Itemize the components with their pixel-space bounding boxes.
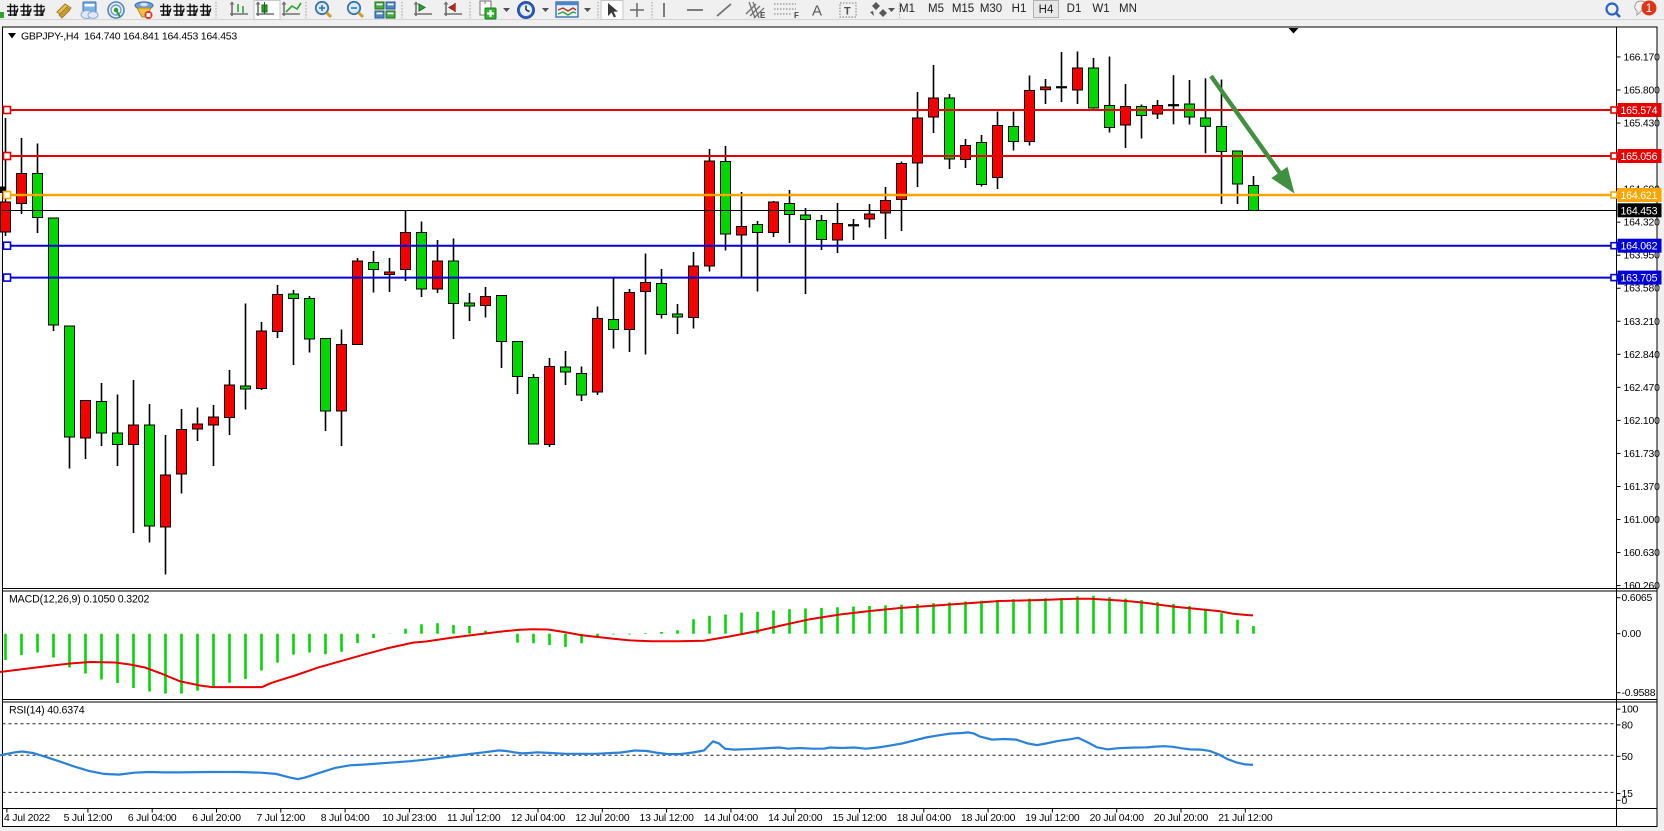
svg-text:163.705: 163.705 [1621,273,1658,285]
svg-text:161.730: 161.730 [1624,449,1661,460]
svg-text:20 Jul 20:00: 20 Jul 20:00 [1154,813,1209,824]
svg-text:0: 0 [1622,796,1628,807]
svg-text:164.621: 164.621 [1621,190,1658,202]
svg-text:14 Jul 04:00: 14 Jul 04:00 [704,813,759,824]
svg-text:GBPJPY-,H4 164.740 164.841 16: GBPJPY-,H4 164.740 164.841 164.453 164.4… [21,31,237,43]
svg-text:163.580: 163.580 [1624,284,1661,295]
svg-text:80: 80 [1622,720,1634,731]
svg-text:15: 15 [1622,789,1634,800]
svg-text:-0.9588: -0.9588 [1622,688,1656,699]
svg-text:161.000: 161.000 [1624,515,1661,526]
svg-text:6 Jul 04:00: 6 Jul 04:00 [128,813,177,824]
svg-text:166.170: 166.170 [1624,52,1661,63]
svg-text:10 Jul 23:00: 10 Jul 23:00 [382,813,437,824]
svg-text:162.470: 162.470 [1624,383,1661,394]
svg-text:8 Jul 04:00: 8 Jul 04:00 [321,813,370,824]
svg-text:T: T [844,6,851,18]
svg-text:165.430: 165.430 [1624,119,1661,130]
svg-text:162.100: 162.100 [1624,416,1661,427]
svg-text:160.630: 160.630 [1624,548,1661,559]
svg-text:15 Jul 12:00: 15 Jul 12:00 [832,813,887,824]
svg-text:F: F [794,11,799,20]
svg-text:100: 100 [1622,705,1639,716]
svg-text:162.840: 162.840 [1624,350,1661,361]
svg-text:50: 50 [1622,752,1634,763]
svg-text:5 Jul 12:00: 5 Jul 12:00 [64,813,113,824]
svg-text:164.320: 164.320 [1624,218,1661,229]
svg-text:163.950: 163.950 [1624,251,1661,262]
svg-text:RSI(14) 40.6374: RSI(14) 40.6374 [9,705,85,717]
svg-text:1: 1 [1646,3,1652,15]
svg-text:165.056: 165.056 [1621,151,1658,163]
svg-text:0.6065: 0.6065 [1622,593,1653,604]
svg-text:19 Jul 12:00: 19 Jul 12:00 [1025,813,1080,824]
svg-text:11 Jul 12:00: 11 Jul 12:00 [447,813,501,824]
svg-text:A: A [812,3,822,20]
svg-text:12 Jul 20:00: 12 Jul 20:00 [575,813,630,824]
svg-text:E: E [760,11,766,20]
svg-text:6 Jul 20:00: 6 Jul 20:00 [192,813,241,824]
svg-text:14 Jul 20:00: 14 Jul 20:00 [768,813,823,824]
svg-text:161.370: 161.370 [1624,482,1661,493]
svg-text:20 Jul 04:00: 20 Jul 04:00 [1090,813,1145,824]
svg-text:164.062: 164.062 [1621,241,1658,253]
svg-text:13 Jul 12:00: 13 Jul 12:00 [639,813,694,824]
svg-text:4 Jul 2022: 4 Jul 2022 [4,813,50,824]
svg-text:165.574: 165.574 [1621,105,1658,117]
svg-text:18 Jul 20:00: 18 Jul 20:00 [961,813,1016,824]
svg-text:MACD(12,26,9) 0.1050 0.3202: MACD(12,26,9) 0.1050 0.3202 [9,594,149,606]
svg-text:164.453: 164.453 [1621,205,1658,217]
svg-text:7 Jul 12:00: 7 Jul 12:00 [256,813,305,824]
svg-text:0.00: 0.00 [1622,629,1642,640]
svg-text:160.260: 160.260 [1624,581,1661,592]
svg-text:163.210: 163.210 [1624,317,1661,328]
svg-text:165.800: 165.800 [1624,86,1661,97]
svg-text:18 Jul 04:00: 18 Jul 04:00 [897,813,952,824]
svg-text:12 Jul 04:00: 12 Jul 04:00 [511,813,566,824]
svg-text:21 Jul 12:00: 21 Jul 12:00 [1218,813,1273,824]
